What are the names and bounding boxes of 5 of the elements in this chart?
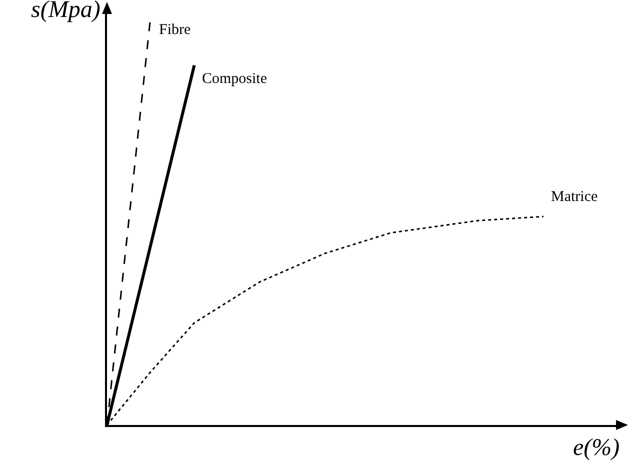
y-axis-title: s(Mpa): [31, 0, 100, 23]
series-label: Matrice: [551, 189, 598, 205]
x-axis-title: e(%): [573, 435, 620, 461]
series-label: Fibre: [159, 22, 192, 38]
series-label: Composite: [202, 71, 268, 87]
